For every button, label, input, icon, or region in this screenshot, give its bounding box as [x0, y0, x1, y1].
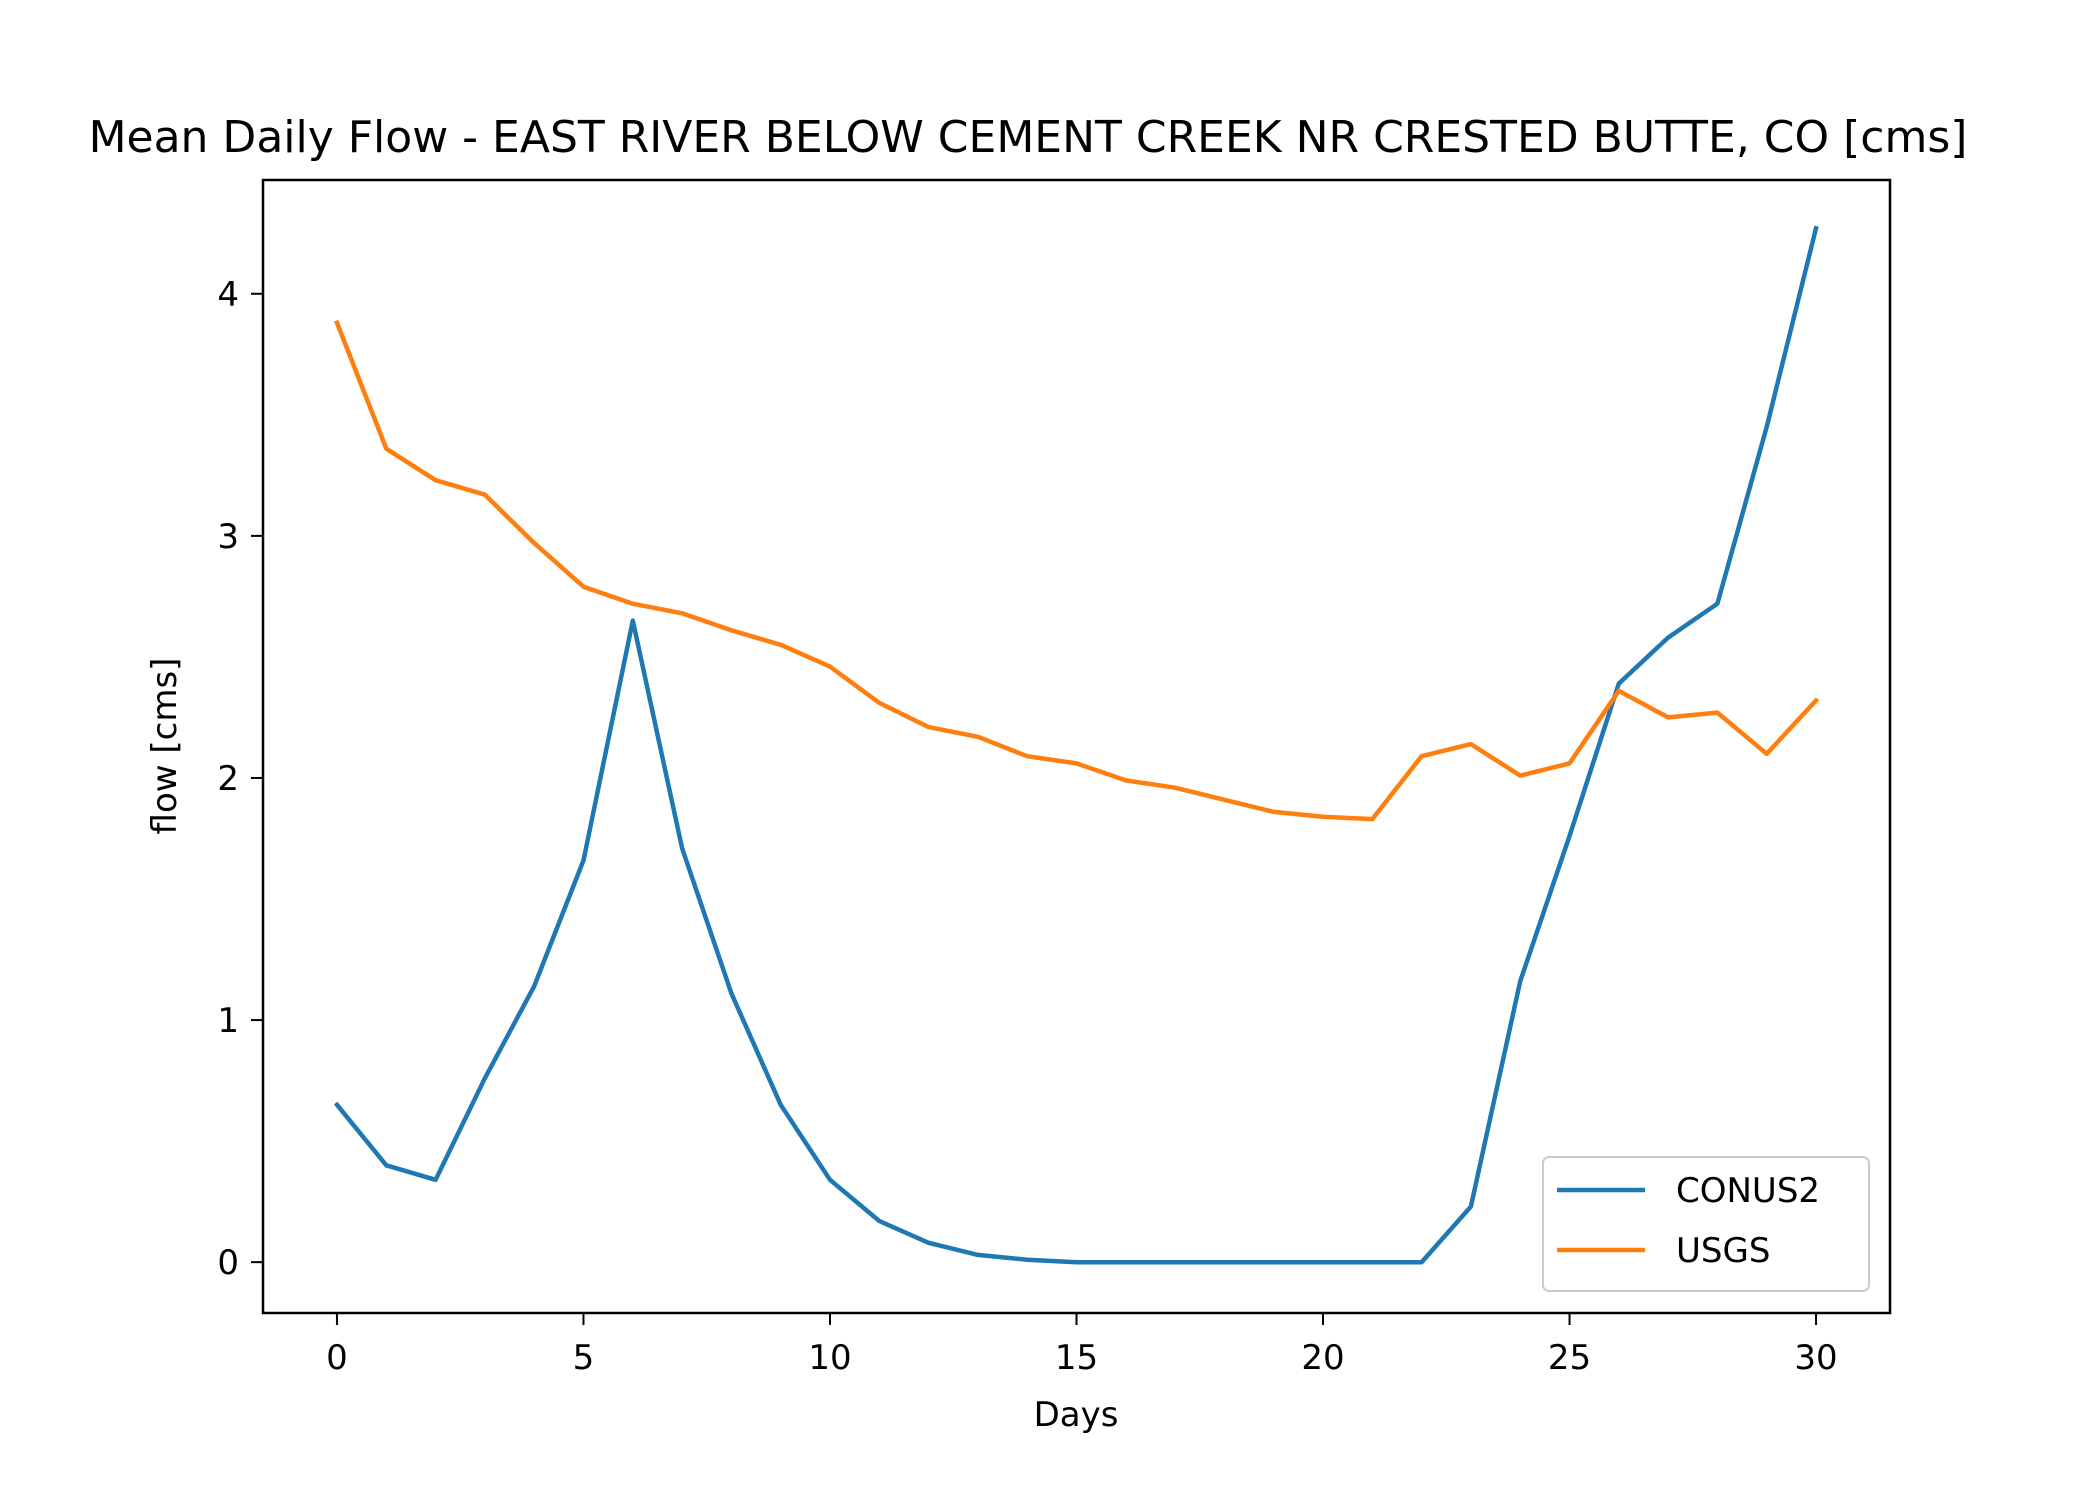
- x-axis-ticks: 0 5 10 15 20 25 30: [326, 1313, 1838, 1378]
- x-tick-label: 5: [573, 1338, 595, 1378]
- x-tick-label: 0: [326, 1338, 348, 1378]
- y-tick-label: 0: [217, 1243, 239, 1283]
- legend-label-usgs: USGS: [1676, 1231, 1770, 1271]
- x-tick-label: 15: [1055, 1338, 1098, 1378]
- x-tick-label: 30: [1794, 1338, 1837, 1378]
- y-tick-label: 2: [217, 759, 239, 799]
- y-tick-label: 3: [217, 517, 239, 557]
- series-line-usgs: [334, 319, 1820, 822]
- x-tick-label: 25: [1548, 1338, 1591, 1378]
- y-tick-label: 4: [217, 275, 239, 315]
- series-line-conus2: [333, 225, 1819, 1265]
- legend: CONUS2 USGS: [1542, 1156, 1870, 1292]
- x-axis-label: Days: [1034, 1395, 1119, 1435]
- y-axis-label: flow [cms]: [145, 658, 185, 835]
- y-axis-ticks: 0 1 2 3 4: [217, 275, 263, 1283]
- y-tick-label: 1: [217, 1001, 239, 1041]
- x-tick-label: 10: [808, 1338, 851, 1378]
- x-tick-label: 20: [1301, 1338, 1344, 1378]
- legend-label-conus2: CONUS2: [1676, 1171, 1820, 1211]
- series-layer: [333, 225, 1820, 1265]
- chart-title: Mean Daily Flow - EAST RIVER BELOW CEMEN…: [89, 112, 1968, 163]
